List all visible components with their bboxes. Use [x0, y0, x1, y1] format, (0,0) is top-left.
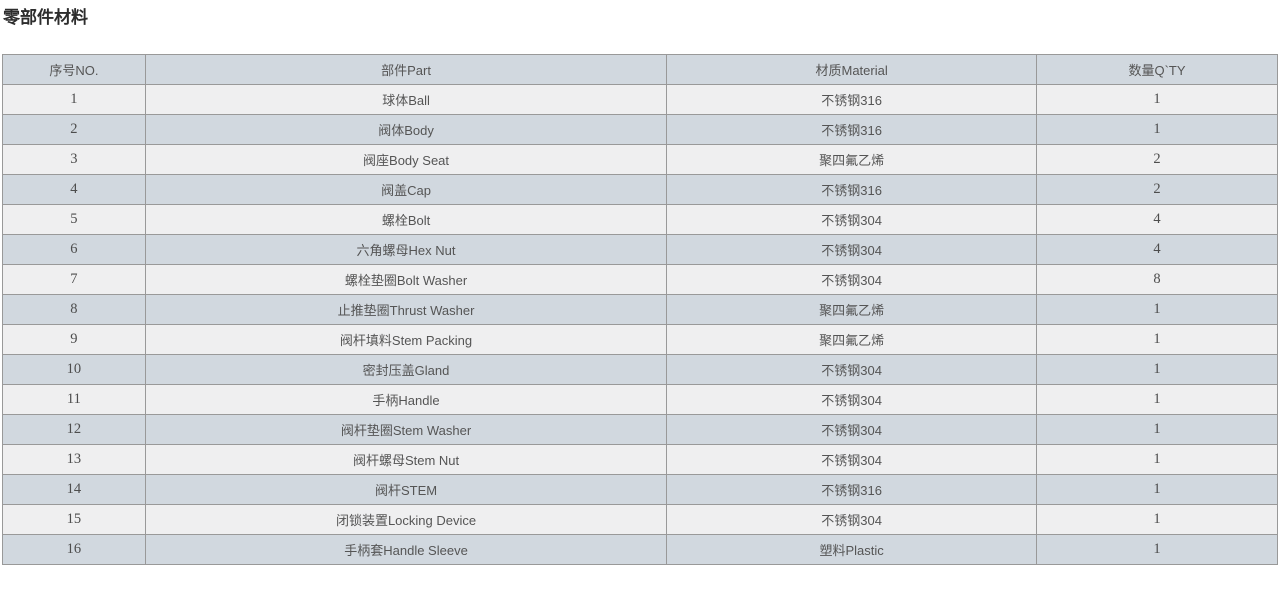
cell-qty: 8 [1036, 264, 1278, 295]
cell-qty: 1 [1036, 534, 1278, 565]
cell-material: 不锈钢304 [666, 234, 1037, 265]
cell-part: 螺栓垫圈Bolt Washer [144, 264, 668, 295]
cell-no: 13 [2, 444, 146, 475]
column-header-no: 序号NO. [2, 54, 146, 85]
cell-qty: 1 [1036, 324, 1278, 355]
cell-no: 4 [2, 174, 146, 205]
content: 零部件材料 序号NO. 部件Part 材质Material 数量Q`TY 1 球体… [0, 8, 1280, 590]
cell-part: 手柄套Handle Sleeve [144, 534, 668, 565]
cell-qty: 1 [1036, 474, 1278, 505]
table-row: 13 阀杆螺母Stem Nut 不锈钢304 1 [2, 444, 1278, 475]
cell-no: 16 [2, 534, 146, 565]
table-row: 11 手柄Handle 不锈钢304 1 [2, 384, 1278, 415]
cell-no: 9 [2, 324, 146, 355]
cell-material: 不锈钢316 [666, 114, 1037, 145]
table-row: 12 阀杆垫圈Stem Washer 不锈钢304 1 [2, 414, 1278, 445]
column-header-part: 部件Part [144, 54, 668, 85]
cell-no: 12 [2, 414, 146, 445]
table-row: 9 阀杆填料Stem Packing 聚四氟乙烯 1 [2, 324, 1278, 355]
table-row: 2 阀体Body 不锈钢316 1 [2, 114, 1278, 145]
table-row: 5 螺栓Bolt 不锈钢304 4 [2, 204, 1278, 235]
cell-material: 不锈钢304 [666, 504, 1037, 535]
cell-qty: 4 [1036, 204, 1278, 235]
cell-part: 阀杆螺母Stem Nut [144, 444, 668, 475]
header-row: 序号NO. 部件Part 材质Material 数量Q`TY [2, 54, 1278, 85]
cell-material: 聚四氟乙烯 [666, 144, 1037, 175]
table-row: 10 密封压盖Gland 不锈钢304 1 [2, 354, 1278, 385]
cell-part: 阀杆垫圈Stem Washer [144, 414, 668, 445]
cell-part: 阀盖Cap [144, 174, 668, 205]
table-row: 6 六角螺母Hex Nut 不锈钢304 4 [2, 234, 1278, 265]
cell-material: 塑料Plastic [666, 534, 1037, 565]
table-row: 14 阀杆STEM 不锈钢316 1 [2, 474, 1278, 505]
cell-qty: 1 [1036, 114, 1278, 145]
cell-material: 不锈钢304 [666, 384, 1037, 415]
cell-no: 1 [2, 84, 146, 115]
cell-material: 不锈钢304 [666, 414, 1037, 445]
cell-qty: 2 [1036, 174, 1278, 205]
table-row: 15 闭锁装置Locking Device 不锈钢304 1 [2, 504, 1278, 535]
table-row: 8 止推垫圈Thrust Washer 聚四氟乙烯 1 [2, 294, 1278, 325]
cell-part: 螺栓Bolt [144, 204, 668, 235]
cell-no: 11 [2, 384, 146, 415]
page: { "page": { "title": "零部件材料" }, "table":… [0, 8, 1280, 590]
cell-part: 止推垫圈Thrust Washer [144, 294, 668, 325]
cell-no: 15 [2, 504, 146, 535]
cell-part: 阀杆填料Stem Packing [144, 324, 668, 355]
cell-part: 六角螺母Hex Nut [144, 234, 668, 265]
column-header-material: 材质Material [666, 54, 1037, 85]
cell-qty: 4 [1036, 234, 1278, 265]
cell-material: 聚四氟乙烯 [666, 294, 1037, 325]
cell-qty: 1 [1036, 414, 1278, 445]
cell-qty: 1 [1036, 84, 1278, 115]
cell-no: 3 [2, 144, 146, 175]
cell-material: 不锈钢304 [666, 354, 1037, 385]
cell-part: 闭锁装置Locking Device [144, 504, 668, 535]
cell-part: 球体Ball [144, 84, 668, 115]
cell-no: 7 [2, 264, 146, 295]
cell-material: 不锈钢316 [666, 174, 1037, 205]
cell-part: 密封压盖Gland [144, 354, 668, 385]
cell-no: 6 [2, 234, 146, 265]
cell-no: 8 [2, 294, 146, 325]
table-body: 1 球体Ball 不锈钢316 1 2 阀体Body 不锈钢316 1 3 阀座Body Seat… [2, 84, 1278, 565]
cell-qty: 1 [1036, 384, 1278, 415]
table-row: 7 螺栓垫圈Bolt Washer 不锈钢304 8 [2, 264, 1278, 295]
cell-qty: 2 [1036, 144, 1278, 175]
table-header: 序号NO. 部件Part 材质Material 数量Q`TY [2, 54, 1278, 85]
cell-part: 阀杆STEM [144, 474, 668, 505]
cell-qty: 1 [1036, 504, 1278, 535]
cell-no: 2 [2, 114, 146, 145]
cell-no: 10 [2, 354, 146, 385]
cell-part: 阀座Body Seat [144, 144, 668, 175]
cell-no: 5 [2, 204, 146, 235]
column-header-qty: 数量Q`TY [1036, 54, 1278, 85]
cell-no: 14 [2, 474, 146, 505]
cell-qty: 1 [1036, 294, 1278, 325]
table-row: 3 阀座Body Seat 聚四氟乙烯 2 [2, 144, 1278, 175]
cell-material: 聚四氟乙烯 [666, 324, 1037, 355]
cell-material: 不锈钢304 [666, 444, 1037, 475]
cell-qty: 1 [1036, 444, 1278, 475]
cell-material: 不锈钢316 [666, 474, 1037, 505]
table-row: 4 阀盖Cap 不锈钢316 2 [2, 174, 1278, 205]
cell-part: 手柄Handle [144, 384, 668, 415]
cell-qty: 1 [1036, 354, 1278, 385]
parts-materials-table: 序号NO. 部件Part 材质Material 数量Q`TY 1 球体Ball 不锈… [2, 54, 1278, 565]
cell-material: 不锈钢304 [666, 204, 1037, 235]
table-row: 16 手柄套Handle Sleeve 塑料Plastic 1 [2, 534, 1278, 565]
table-row: 1 球体Ball 不锈钢316 1 [2, 84, 1278, 115]
cell-material: 不锈钢316 [666, 84, 1037, 115]
cell-part: 阀体Body [144, 114, 668, 145]
page-title: 零部件材料 [3, 8, 88, 27]
cell-material: 不锈钢304 [666, 264, 1037, 295]
